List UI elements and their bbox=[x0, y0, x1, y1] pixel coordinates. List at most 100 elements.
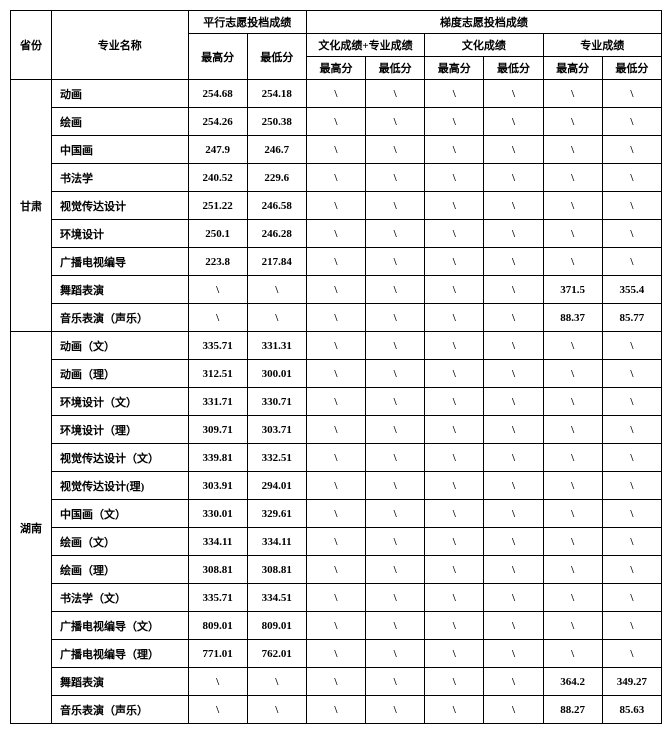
parallel-min-cell: 809.01 bbox=[247, 612, 306, 640]
pr-min-cell: \ bbox=[602, 556, 661, 584]
pr-min-cell: \ bbox=[602, 220, 661, 248]
cp-min-cell: \ bbox=[366, 584, 425, 612]
pr-max-cell: \ bbox=[543, 332, 602, 360]
table-row: 甘肃动画254.68254.18\\\\\\ bbox=[11, 80, 662, 108]
parallel-min-cell: 332.51 bbox=[247, 444, 306, 472]
c-min-cell: \ bbox=[484, 332, 543, 360]
pr-max-cell: \ bbox=[543, 556, 602, 584]
cp-min-cell: \ bbox=[366, 668, 425, 696]
pr-max-cell: \ bbox=[543, 640, 602, 668]
header-gradient: 梯度志愿投档成绩 bbox=[306, 11, 661, 34]
c-max-cell: \ bbox=[425, 192, 484, 220]
c-max-cell: \ bbox=[425, 556, 484, 584]
parallel-max-cell: 308.81 bbox=[188, 556, 247, 584]
parallel-max-cell: 223.8 bbox=[188, 248, 247, 276]
cp-min-cell: \ bbox=[366, 220, 425, 248]
cp-min-cell: \ bbox=[366, 640, 425, 668]
parallel-max-cell: 309.71 bbox=[188, 416, 247, 444]
major-cell: 视觉传达设计(理) bbox=[51, 472, 188, 500]
parallel-min-cell: 217.84 bbox=[247, 248, 306, 276]
c-min-cell: \ bbox=[484, 640, 543, 668]
c-max-cell: \ bbox=[425, 500, 484, 528]
parallel-max-cell: 251.22 bbox=[188, 192, 247, 220]
table-row: 音乐表演（声乐）\\\\\\88.2785.63 bbox=[11, 696, 662, 724]
cp-max-cell: \ bbox=[306, 136, 365, 164]
cp-max-cell: \ bbox=[306, 444, 365, 472]
table-row: 广播电视编导（文）809.01809.01\\\\\\ bbox=[11, 612, 662, 640]
table-row: 环境设计（理）309.71303.71\\\\\\ bbox=[11, 416, 662, 444]
pr-max-cell: \ bbox=[543, 584, 602, 612]
header-cp-min: 最低分 bbox=[366, 57, 425, 80]
parallel-max-cell: \ bbox=[188, 696, 247, 724]
pr-max-cell: 88.37 bbox=[543, 304, 602, 332]
cp-max-cell: \ bbox=[306, 192, 365, 220]
header-parallel-min: 最低分 bbox=[247, 34, 306, 80]
cp-max-cell: \ bbox=[306, 612, 365, 640]
province-cell: 甘肃 bbox=[11, 80, 52, 332]
parallel-min-cell: \ bbox=[247, 668, 306, 696]
parallel-min-cell: 300.01 bbox=[247, 360, 306, 388]
major-cell: 书法学 bbox=[51, 164, 188, 192]
cp-min-cell: \ bbox=[366, 276, 425, 304]
pr-max-cell: 88.27 bbox=[543, 696, 602, 724]
c-min-cell: \ bbox=[484, 304, 543, 332]
c-max-cell: \ bbox=[425, 164, 484, 192]
c-max-cell: \ bbox=[425, 220, 484, 248]
parallel-max-cell: 335.71 bbox=[188, 584, 247, 612]
pr-min-cell: 85.63 bbox=[602, 696, 661, 724]
cp-max-cell: \ bbox=[306, 640, 365, 668]
pr-min-cell: \ bbox=[602, 612, 661, 640]
pr-min-cell: \ bbox=[602, 332, 661, 360]
c-max-cell: \ bbox=[425, 248, 484, 276]
header-parallel: 平行志愿投档成绩 bbox=[188, 11, 306, 34]
c-max-cell: \ bbox=[425, 136, 484, 164]
pr-min-cell: \ bbox=[602, 640, 661, 668]
cp-max-cell: \ bbox=[306, 80, 365, 108]
table-row: 环境设计（文）331.71330.71\\\\\\ bbox=[11, 388, 662, 416]
parallel-min-cell: 246.28 bbox=[247, 220, 306, 248]
parallel-max-cell: 303.91 bbox=[188, 472, 247, 500]
c-max-cell: \ bbox=[425, 332, 484, 360]
table-row: 音乐表演（声乐）\\\\\\88.3785.77 bbox=[11, 304, 662, 332]
pr-max-cell: \ bbox=[543, 248, 602, 276]
parallel-min-cell: 334.11 bbox=[247, 528, 306, 556]
header-c-max: 最高分 bbox=[425, 57, 484, 80]
cp-max-cell: \ bbox=[306, 360, 365, 388]
table-row: 绘画254.26250.38\\\\\\ bbox=[11, 108, 662, 136]
parallel-max-cell: 254.68 bbox=[188, 80, 247, 108]
major-cell: 视觉传达设计 bbox=[51, 192, 188, 220]
cp-max-cell: \ bbox=[306, 388, 365, 416]
pr-max-cell: \ bbox=[543, 444, 602, 472]
table-row: 中国画（文）330.01329.61\\\\\\ bbox=[11, 500, 662, 528]
cp-min-cell: \ bbox=[366, 612, 425, 640]
cp-min-cell: \ bbox=[366, 696, 425, 724]
pr-min-cell: \ bbox=[602, 108, 661, 136]
cp-min-cell: \ bbox=[366, 472, 425, 500]
cp-max-cell: \ bbox=[306, 472, 365, 500]
major-cell: 动画 bbox=[51, 80, 188, 108]
c-min-cell: \ bbox=[484, 136, 543, 164]
cp-max-cell: \ bbox=[306, 276, 365, 304]
score-table: 省份 专业名称 平行志愿投档成绩 梯度志愿投档成绩 最高分 最低分 文化成绩+专… bbox=[10, 10, 662, 724]
header-major: 专业名称 bbox=[51, 11, 188, 80]
c-min-cell: \ bbox=[484, 388, 543, 416]
header-culture-plus-pro: 文化成绩+专业成绩 bbox=[306, 34, 424, 57]
cp-min-cell: \ bbox=[366, 332, 425, 360]
pr-min-cell: \ bbox=[602, 500, 661, 528]
parallel-max-cell: 809.01 bbox=[188, 612, 247, 640]
cp-min-cell: \ bbox=[366, 500, 425, 528]
pr-min-cell: \ bbox=[602, 164, 661, 192]
parallel-min-cell: 762.01 bbox=[247, 640, 306, 668]
major-cell: 中国画（文） bbox=[51, 500, 188, 528]
header-pr-max: 最高分 bbox=[543, 57, 602, 80]
pr-max-cell: \ bbox=[543, 528, 602, 556]
parallel-max-cell: 240.52 bbox=[188, 164, 247, 192]
major-cell: 广播电视编导（文） bbox=[51, 612, 188, 640]
c-max-cell: \ bbox=[425, 696, 484, 724]
major-cell: 环境设计（理） bbox=[51, 416, 188, 444]
major-cell: 绘画 bbox=[51, 108, 188, 136]
parallel-max-cell: 312.51 bbox=[188, 360, 247, 388]
pr-min-cell: \ bbox=[602, 444, 661, 472]
table-row: 广播电视编导223.8217.84\\\\\\ bbox=[11, 248, 662, 276]
cp-min-cell: \ bbox=[366, 304, 425, 332]
